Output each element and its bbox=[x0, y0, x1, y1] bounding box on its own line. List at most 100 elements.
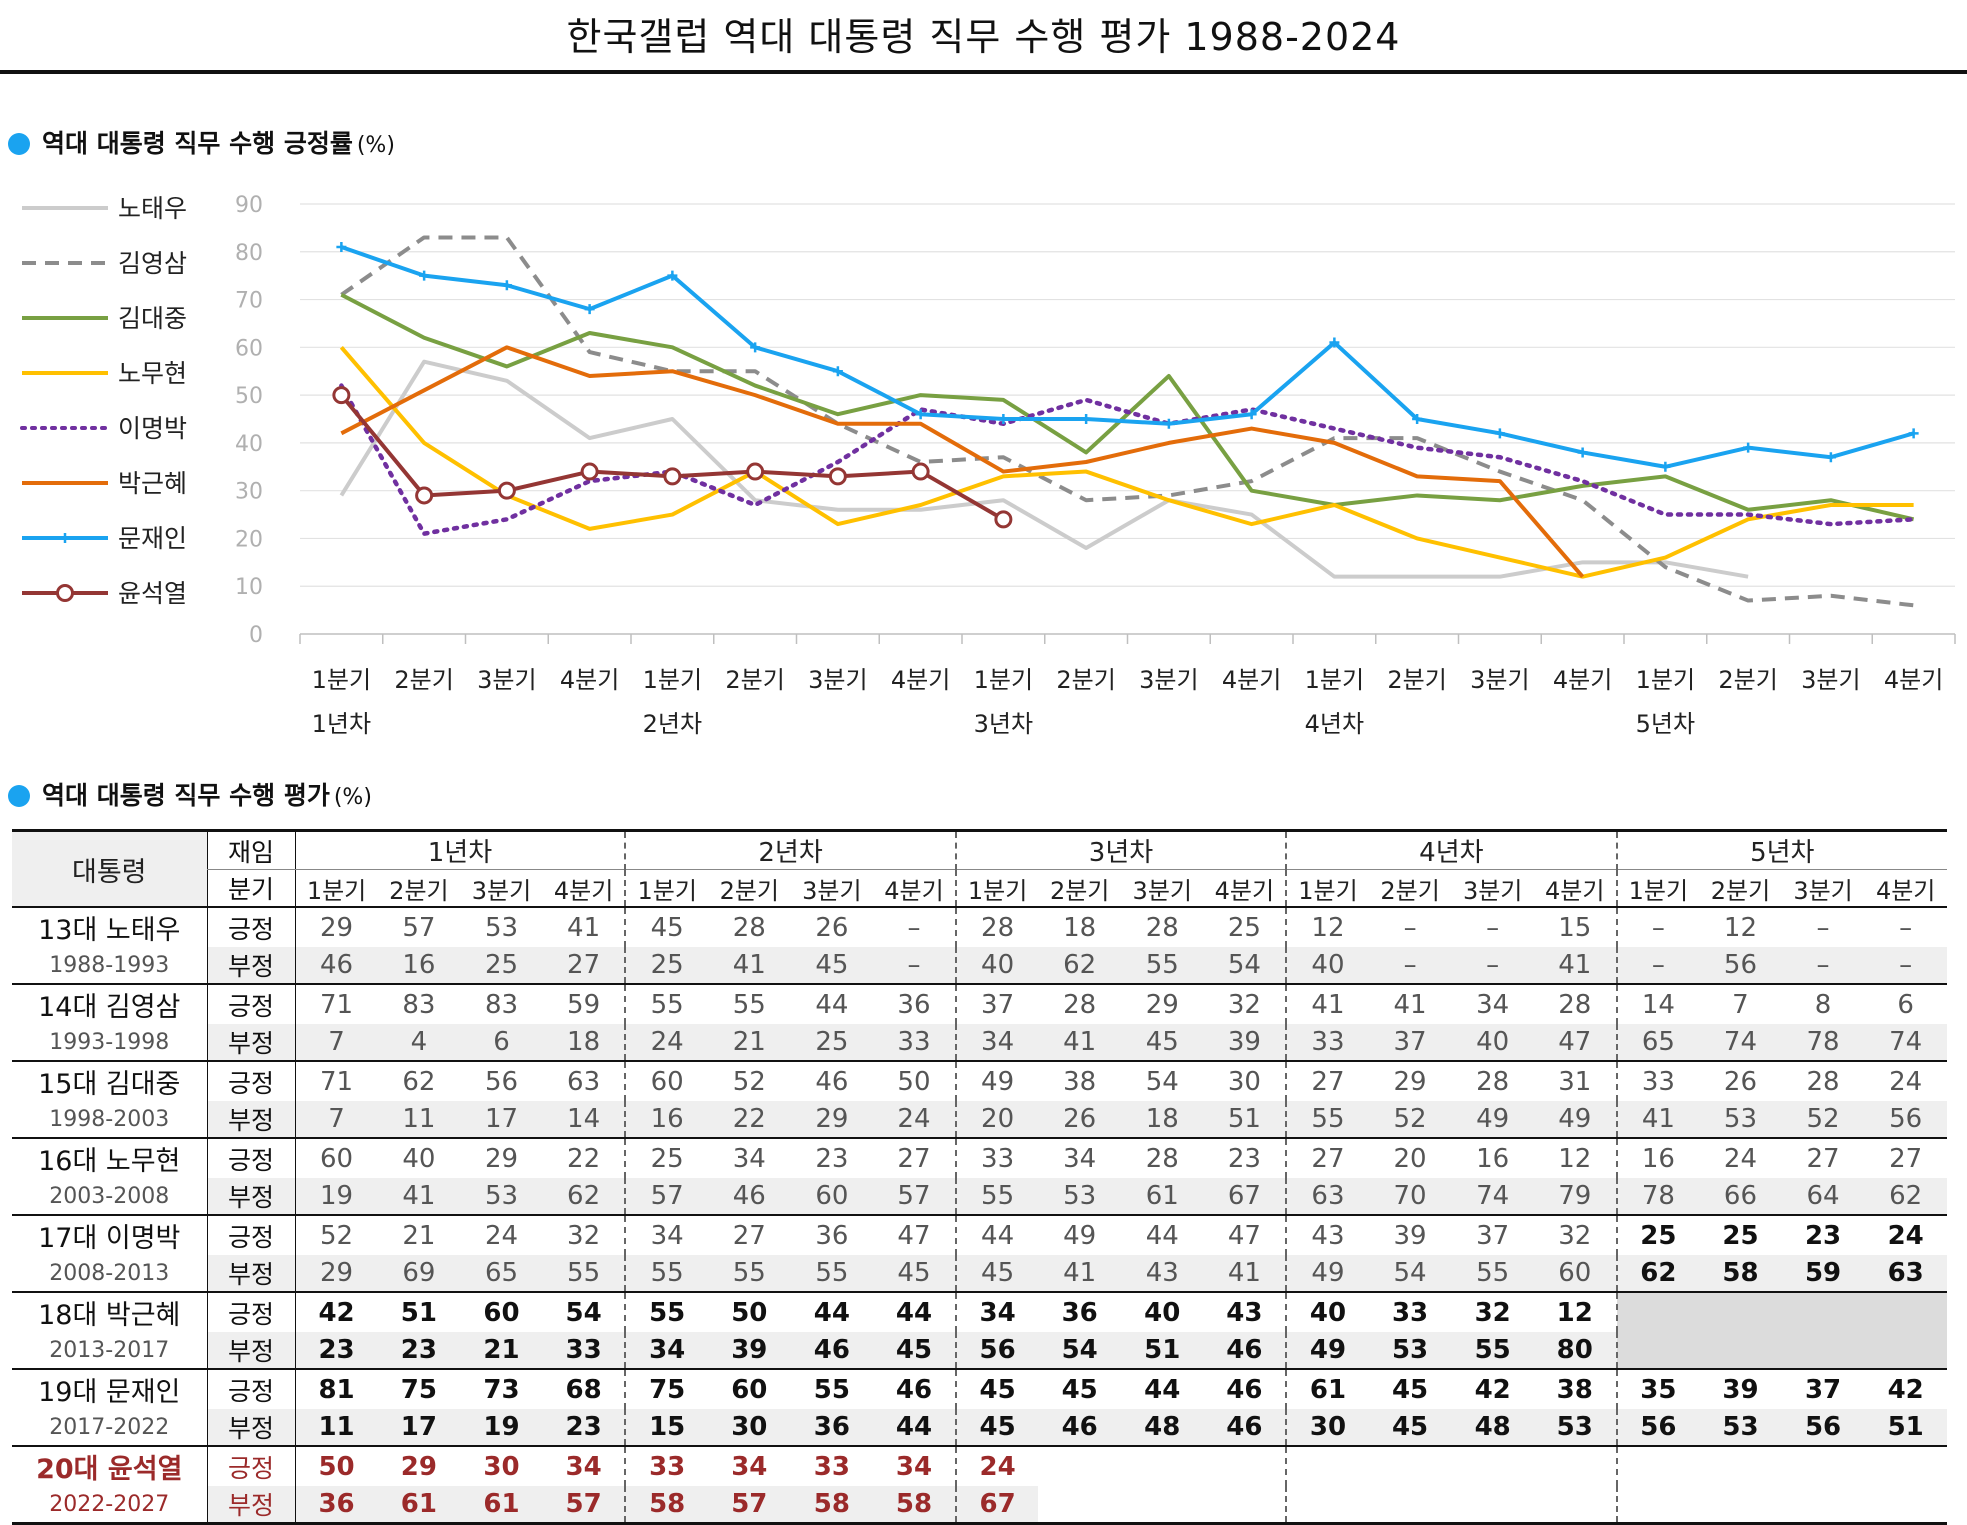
rating-cell: 4 bbox=[377, 1024, 461, 1061]
rating-cell: – bbox=[1615, 947, 1700, 984]
data-point-윤석열 bbox=[994, 510, 1013, 529]
rating-cell: 32 bbox=[1203, 983, 1287, 1024]
rating-cell: 44 bbox=[873, 1409, 956, 1446]
rating-kind-label: 부정 bbox=[206, 1024, 296, 1061]
header-row-quarters: 분기 1분기 2분기 3분기 4분기 1분기 2분기 3분기 4분기 1분기 2분기 3분기 4분기 1분… bbox=[12, 869, 1947, 908]
rating-cell: 14 bbox=[1615, 983, 1700, 1024]
rating-cell: 53 bbox=[1699, 1101, 1782, 1138]
rating-cell bbox=[1533, 1445, 1617, 1486]
rating-cell: 25 bbox=[624, 947, 708, 984]
rating-cell: 24 bbox=[1699, 1137, 1782, 1178]
rating-cell: 38 bbox=[1038, 1060, 1121, 1101]
rating-cell: 49 bbox=[1285, 1255, 1369, 1292]
rating-cell: 58 bbox=[790, 1486, 874, 1525]
rating-cell: 52 bbox=[1368, 1101, 1452, 1138]
rating-cell: 71 bbox=[295, 983, 378, 1024]
rating-cell: 11 bbox=[377, 1101, 461, 1138]
rating-cell: 23 bbox=[295, 1332, 378, 1369]
rating-cell: 42 bbox=[1451, 1368, 1534, 1409]
x-tick-label: 4분기 bbox=[560, 666, 619, 694]
rating-cell bbox=[1864, 1486, 1947, 1525]
y-tick-label: 60 bbox=[235, 336, 263, 361]
rating-cell: 43 bbox=[1120, 1255, 1204, 1292]
rating-cell: 62 bbox=[1038, 947, 1121, 984]
rating-cell: 54 bbox=[1038, 1332, 1121, 1369]
x-tick-label: 2분기 bbox=[394, 666, 453, 694]
rating-cell: 44 bbox=[790, 983, 874, 1024]
rating-cell: 33 bbox=[1368, 1291, 1452, 1332]
data-point-문재인 bbox=[1660, 461, 1671, 472]
header-quarter-cell: 4분기 bbox=[542, 869, 626, 908]
rating-cell: 45 bbox=[954, 1409, 1039, 1446]
data-point-문재인 bbox=[584, 304, 595, 315]
rating-cell: 41 bbox=[1615, 1101, 1700, 1138]
x-tick-label: 1분기 bbox=[974, 666, 1033, 694]
rating-cell: 27 bbox=[1285, 1060, 1369, 1101]
rating-cell: 33 bbox=[542, 1332, 626, 1369]
rating-cell: – bbox=[873, 947, 956, 984]
x-tick-label: 4분기 bbox=[891, 666, 950, 694]
rating-cell: 57 bbox=[707, 1486, 791, 1525]
title-rule bbox=[0, 70, 1967, 74]
president-term-years: 2022-2027 bbox=[12, 1486, 207, 1525]
rating-cell: 43 bbox=[1203, 1291, 1287, 1332]
rating-cell: 24 bbox=[624, 1024, 708, 1061]
rating-cell: 55 bbox=[707, 1255, 791, 1292]
table-row: 20대 윤석열 긍정 50 29 30 34 33 34 33 34 24 bbox=[12, 1445, 1947, 1486]
header-row-years: 대통령 재임 1년차 2년차 3년차 4년차 5년차 bbox=[12, 829, 1947, 908]
rating-cell bbox=[1781, 1486, 1865, 1525]
rating-cell: 31 bbox=[1533, 1060, 1617, 1101]
table-section-unit: (%) bbox=[333, 785, 372, 810]
legend-label-노태우: 노태우 bbox=[118, 194, 187, 223]
president-name: 13대 노태우 bbox=[38, 915, 181, 946]
rating-cell: 24 bbox=[1864, 1060, 1947, 1101]
rating-cell: 41 bbox=[567, 912, 601, 943]
rating-cell: 52 bbox=[295, 1214, 378, 1255]
rating-cell: 29 bbox=[377, 1445, 461, 1486]
rating-cell: 69 bbox=[377, 1255, 461, 1292]
header-quarter-cell: 1분기 bbox=[954, 869, 1039, 908]
rating-cell: 34 bbox=[1038, 1137, 1121, 1178]
data-point-윤석열 bbox=[828, 467, 847, 486]
rating-cell: 56 bbox=[1864, 1101, 1947, 1138]
series-line-박근혜 bbox=[340, 345, 1585, 578]
legend-marker-윤석열 bbox=[56, 584, 74, 602]
rating-cell: 46 bbox=[790, 1060, 874, 1101]
rating-cell: 23 bbox=[377, 1332, 461, 1369]
rating-cell: 33 bbox=[954, 1137, 1039, 1178]
rating-cell: 33 bbox=[790, 1445, 874, 1486]
rating-cell: 20 bbox=[954, 1101, 1039, 1138]
rating-cell bbox=[1781, 1332, 1865, 1369]
bullet-dot-icon bbox=[8, 133, 30, 155]
rating-cell: 73 bbox=[460, 1368, 543, 1409]
x-tick-label: 2분기 bbox=[1056, 666, 1115, 694]
rating-cell: 44 bbox=[873, 1291, 956, 1332]
data-point-문재인 bbox=[1246, 409, 1257, 420]
rating-cell bbox=[1285, 1486, 1369, 1525]
rating-cell: 49 bbox=[1533, 1101, 1617, 1138]
rating-cell: 34 bbox=[873, 1445, 956, 1486]
rating-cell: 45 bbox=[624, 907, 708, 947]
legend-label-김대중: 김대중 bbox=[118, 304, 187, 333]
series-line-김영삼 bbox=[340, 235, 1914, 608]
president-name: 15대 김대중 bbox=[12, 1060, 207, 1101]
rating-cell bbox=[1120, 1445, 1204, 1486]
rating-cell: 46 bbox=[1203, 1368, 1287, 1409]
x-tick-label: 1분기 bbox=[643, 666, 702, 694]
rating-cell: 46 bbox=[295, 947, 378, 984]
rating-cell: 33 bbox=[1285, 1024, 1369, 1061]
data-point-문재인 bbox=[832, 366, 843, 377]
header-quarter-cell: 1분기 bbox=[1615, 869, 1700, 908]
rating-cell: – bbox=[1816, 912, 1830, 943]
table-row: 2008-2013 부정 29 69 65 55 55 55 55 45 45 41 43 41 49 54 5… bbox=[12, 1255, 1947, 1292]
series-line-노무현 bbox=[339, 346, 1914, 579]
rating-cell: 50 bbox=[295, 1445, 378, 1486]
rating-cell: 53 bbox=[1699, 1409, 1782, 1446]
rating-cell: 28 bbox=[1038, 983, 1121, 1024]
rating-cell: 51 bbox=[1120, 1332, 1204, 1369]
rating-cell: 20 bbox=[1368, 1137, 1452, 1178]
header-year: 2년차 bbox=[624, 829, 956, 870]
x-year-label: 2년차 bbox=[643, 710, 702, 738]
rating-cell: 40 bbox=[1120, 1291, 1204, 1332]
x-year-label: 5년차 bbox=[1636, 710, 1695, 738]
